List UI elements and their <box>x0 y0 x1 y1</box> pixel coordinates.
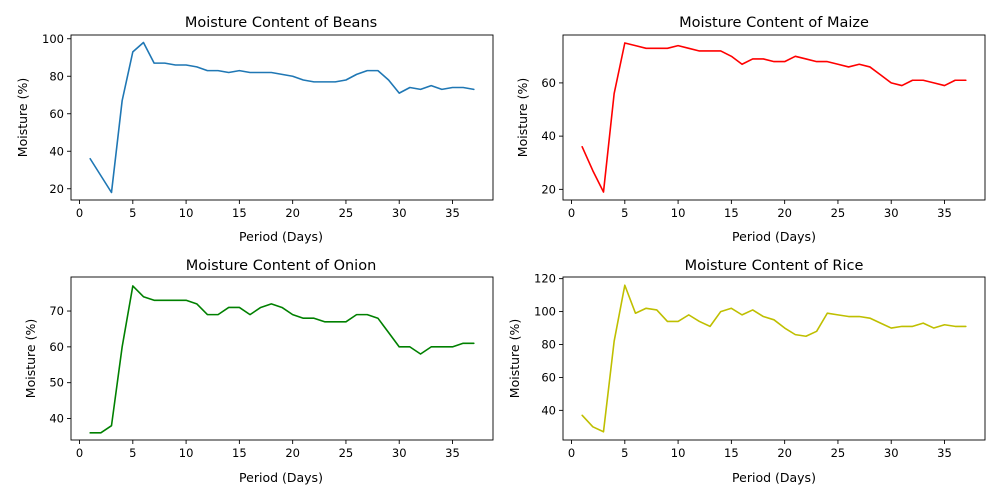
y-axis-label: Moisture (%) <box>23 319 38 398</box>
chart-title: Moisture Content of Maize <box>679 15 869 31</box>
y-tick-label: 20 <box>49 182 64 196</box>
x-tick-label: 30 <box>392 446 407 460</box>
chart-title: Moisture Content of Rice <box>685 258 864 274</box>
x-tick-label: 25 <box>831 446 846 460</box>
y-tick-label: 40 <box>541 129 556 143</box>
x-tick-label: 25 <box>831 206 846 220</box>
y-tick-label: 40 <box>49 144 64 158</box>
x-tick-label: 10 <box>671 206 686 220</box>
x-tick-label: 35 <box>445 206 460 220</box>
x-tick-label: 10 <box>671 446 686 460</box>
y-tick-label: 60 <box>49 340 64 354</box>
x-tick-label: 30 <box>884 446 899 460</box>
plot-frame <box>70 276 494 441</box>
x-tick-label: 10 <box>179 206 194 220</box>
series-line <box>581 42 967 193</box>
x-tick-label: 35 <box>445 446 460 460</box>
y-tick-label: 60 <box>541 370 556 384</box>
y-tick-label: 80 <box>541 338 556 352</box>
x-tick-label: 25 <box>339 206 354 220</box>
x-axis-label: Period (Days) <box>732 229 816 244</box>
y-axis-label: Moisture (%) <box>15 78 30 157</box>
x-tick-label: 0 <box>568 206 575 220</box>
x-tick-label: 20 <box>777 206 792 220</box>
x-tick-label: 10 <box>179 446 194 460</box>
y-tick-label: 80 <box>49 69 64 83</box>
y-tick-label: 120 <box>534 272 556 286</box>
subplot-maize: Moisture Content of Maize Period (Days) … <box>515 15 986 244</box>
series-line <box>89 41 475 194</box>
y-tick-label: 50 <box>49 376 64 390</box>
x-tick-label: 20 <box>285 446 300 460</box>
x-tick-label: 5 <box>621 206 628 220</box>
subplot-beans: Moisture Content of Beans Period (Days) … <box>15 15 494 244</box>
x-tick-label: 5 <box>129 206 136 220</box>
y-tick-label: 40 <box>541 403 556 417</box>
y-tick-label: 100 <box>42 32 64 46</box>
x-tick-label: 30 <box>392 206 407 220</box>
y-tick-label: 60 <box>541 76 556 90</box>
y-tick-label: 60 <box>49 107 64 121</box>
x-tick-label: 30 <box>884 206 899 220</box>
x-tick-label: 15 <box>724 206 739 220</box>
x-tick-label: 25 <box>339 446 354 460</box>
x-tick-label: 0 <box>568 446 575 460</box>
x-axis-label: Period (Days) <box>239 470 323 485</box>
x-axis-label: Period (Days) <box>732 470 816 485</box>
plot-frame <box>562 276 986 441</box>
subplot-onion: Moisture Content of Onion Period (Days) … <box>23 258 494 485</box>
y-tick-label: 70 <box>49 304 64 318</box>
y-tick-label: 100 <box>534 305 556 319</box>
x-tick-label: 35 <box>937 206 952 220</box>
series-line <box>581 284 967 433</box>
chart-title: Moisture Content of Onion <box>186 258 377 274</box>
plot-frame <box>70 34 494 201</box>
y-axis-label: Moisture (%) <box>507 319 522 398</box>
x-axis-label: Period (Days) <box>239 229 323 244</box>
subplot-rice: Moisture Content of Rice Period (Days) M… <box>507 258 986 485</box>
x-tick-label: 15 <box>724 446 739 460</box>
x-tick-label: 5 <box>621 446 628 460</box>
series-line <box>89 285 475 434</box>
x-tick-label: 15 <box>232 206 247 220</box>
x-tick-label: 0 <box>76 446 83 460</box>
plot-frame <box>562 34 986 201</box>
x-tick-label: 15 <box>232 446 247 460</box>
x-tick-label: 0 <box>76 206 83 220</box>
x-tick-label: 20 <box>777 446 792 460</box>
x-tick-label: 20 <box>285 206 300 220</box>
y-tick-label: 40 <box>49 412 64 426</box>
y-tick-label: 20 <box>541 182 556 196</box>
x-tick-label: 35 <box>937 446 952 460</box>
chart-title: Moisture Content of Beans <box>185 15 377 31</box>
x-tick-label: 5 <box>129 446 136 460</box>
y-axis-label: Moisture (%) <box>515 78 530 157</box>
